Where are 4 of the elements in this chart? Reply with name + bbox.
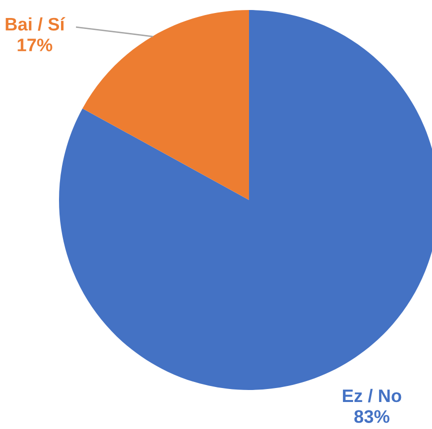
slice-label: Bai / Sí (6, 17, 66, 31)
slice-label: Ez / No (342, 388, 402, 402)
data-label: 83% (354, 410, 390, 423)
data-label: 17% (18, 38, 52, 52)
